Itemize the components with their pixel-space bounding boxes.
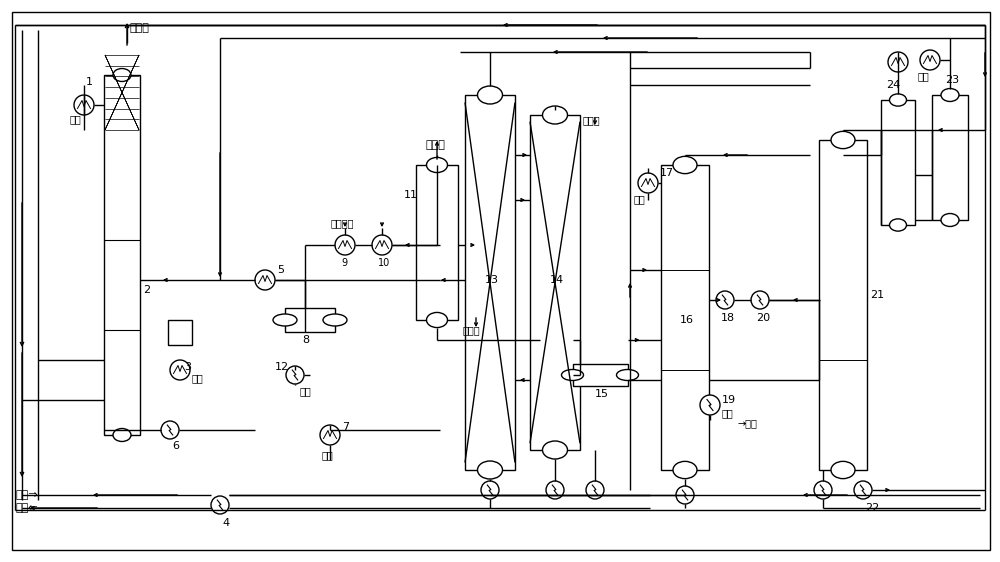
Ellipse shape [831,132,855,148]
Text: 5: 5 [277,265,284,275]
Circle shape [751,291,769,309]
Text: 21: 21 [870,290,884,300]
Ellipse shape [673,461,697,479]
Ellipse shape [562,369,584,380]
Text: 出水⇐: 出水⇐ [15,503,38,513]
Ellipse shape [113,428,131,442]
Text: 8: 8 [302,335,309,345]
Text: 冷媒: 冷媒 [300,386,312,396]
Circle shape [676,486,694,504]
Ellipse shape [113,69,131,81]
Text: 冷媒: 冷媒 [322,450,334,460]
Bar [168,320,192,345]
Circle shape [211,496,229,514]
Bar [530,115,580,450]
Circle shape [814,481,832,499]
Bar [285,308,335,332]
Ellipse shape [323,314,347,326]
Circle shape [161,421,179,439]
Text: 18: 18 [721,313,735,323]
Ellipse shape [478,461,503,479]
Ellipse shape [890,94,906,106]
Ellipse shape [273,314,297,326]
Text: 冷媒: 冷媒 [634,194,646,204]
Circle shape [716,291,734,309]
Ellipse shape [941,89,959,102]
Bar [881,100,915,225]
Text: 氨凝液: 氨凝液 [463,325,481,335]
Text: 17: 17 [660,168,674,178]
Text: 2: 2 [143,285,150,295]
Text: 7: 7 [342,422,349,432]
Text: 23: 23 [945,75,959,85]
Text: 萃取剂: 萃取剂 [583,115,601,125]
Circle shape [481,481,499,499]
Text: 16: 16 [680,315,694,325]
Ellipse shape [941,214,959,226]
Text: 15: 15 [595,389,609,399]
Circle shape [888,52,908,72]
Text: 14: 14 [550,275,564,285]
Text: 20: 20 [756,313,770,323]
Circle shape [586,481,604,499]
Circle shape [854,481,872,499]
Bar [819,140,867,470]
Ellipse shape [673,156,697,174]
Text: 粗氨气: 粗氨气 [425,140,445,150]
Bar [932,95,968,220]
Text: 1: 1 [86,77,93,87]
Text: 冷媒: 冷媒 [70,114,82,124]
Ellipse shape [831,461,855,479]
Text: 19: 19 [722,395,736,405]
Text: 冷媒: 冷媒 [918,71,930,81]
Text: →粗酚: →粗酚 [738,418,758,428]
Circle shape [255,270,275,290]
Bar [416,165,458,320]
Text: 冷媒冷媒: 冷媒冷媒 [331,218,354,228]
Text: 4: 4 [222,518,229,528]
Circle shape [372,235,392,255]
Text: 24: 24 [886,80,900,90]
Circle shape [335,235,355,255]
Ellipse shape [426,157,448,173]
Circle shape [920,50,940,70]
Text: 酸性气: 酸性气 [130,23,150,33]
Circle shape [320,425,340,445]
Text: 热媒: 热媒 [722,408,734,418]
Circle shape [286,366,304,384]
Circle shape [700,395,720,415]
Ellipse shape [616,369,639,380]
Bar [104,75,140,435]
Ellipse shape [542,441,568,459]
Bar [465,95,515,470]
Text: 13: 13 [485,275,499,285]
Circle shape [74,95,94,115]
Text: 10: 10 [378,258,390,268]
Circle shape [638,173,658,193]
Ellipse shape [478,86,503,104]
Circle shape [170,360,190,380]
Ellipse shape [890,219,906,231]
Text: 热媒: 热媒 [192,373,204,383]
Text: 6: 6 [172,441,179,451]
Bar [572,364,628,386]
Text: 9: 9 [341,258,347,268]
Text: 进水⇒: 进水⇒ [15,490,38,500]
Ellipse shape [426,312,448,328]
Text: 22: 22 [865,503,879,513]
Circle shape [546,481,564,499]
Text: 11: 11 [404,190,418,200]
Text: 12: 12 [275,362,289,372]
Ellipse shape [542,106,568,124]
Bar [661,165,709,470]
Text: 3: 3 [184,362,191,372]
